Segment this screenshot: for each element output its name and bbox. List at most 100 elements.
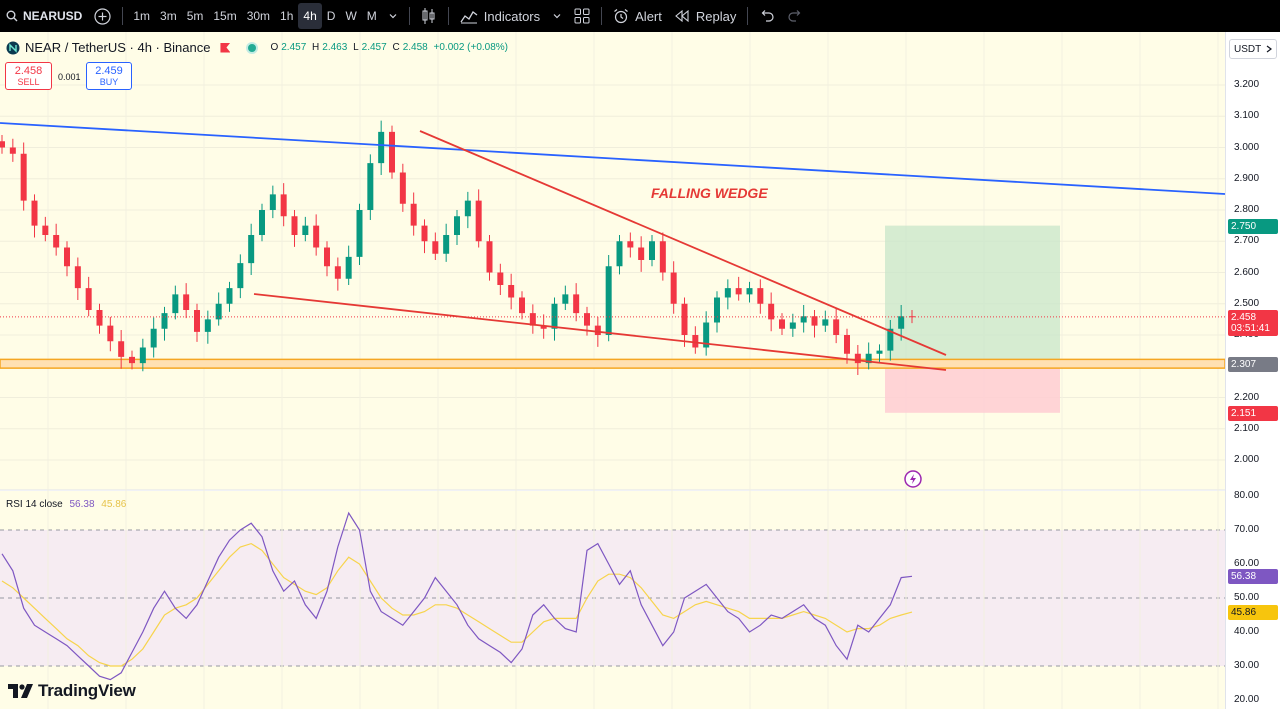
candle-body — [64, 247, 70, 267]
wedge-upper-line[interactable] — [419, 130, 947, 356]
buy-label: BUY — [99, 77, 119, 87]
candle-body — [215, 303, 222, 320]
candle-body — [714, 297, 720, 323]
top-toolbar: NEARUSD 1m 3m 5m 15m 30m 1h 4h D W M Indicators A… — [0, 0, 1280, 32]
lightning-icon[interactable] — [904, 470, 922, 488]
last-price-badge-value: 2.458 — [1231, 311, 1257, 323]
interval-dropdown-button[interactable] — [382, 0, 404, 32]
candle-body — [410, 203, 417, 226]
price-tick-label: 2.800 — [1234, 204, 1260, 215]
redo-button[interactable] — [781, 0, 809, 32]
candle-body — [313, 225, 320, 248]
candle-body — [85, 288, 92, 310]
chart-canvas[interactable]: FALLING WEDGE — [0, 32, 1225, 709]
candle-body — [638, 247, 645, 260]
redo-icon — [788, 10, 801, 22]
rsi-ma-badge: 45.86 — [1228, 605, 1278, 621]
alert-button[interactable]: Alert — [607, 0, 668, 32]
long-position-target-zone[interactable] — [885, 225, 1060, 365]
support-zone-band[interactable] — [0, 358, 1225, 369]
rsi-title: RSI 14 close — [6, 499, 63, 510]
rsi-tick-label: 70.00 — [1234, 524, 1260, 535]
candle-body — [789, 322, 796, 329]
candle-body — [464, 200, 471, 217]
candle-body — [649, 241, 655, 260]
sell-price: 2.458 — [14, 65, 43, 77]
symbol-search[interactable]: NEARUSD — [0, 0, 88, 32]
low-value: 2.457 — [361, 42, 387, 53]
replay-label: Replay — [695, 8, 737, 24]
indicators-dropdown-button[interactable] — [546, 0, 568, 32]
compare-symbol-button[interactable] — [88, 0, 117, 32]
candle-body — [269, 194, 276, 210]
undo-button[interactable] — [753, 0, 781, 32]
layouts-button[interactable] — [568, 0, 596, 32]
rsi-ma-badge-value: 45.86 — [1231, 607, 1257, 619]
currency-label: USDT — [1234, 43, 1262, 55]
tradingview-logo[interactable]: TradingView — [8, 681, 136, 701]
candle-body — [616, 241, 623, 267]
candle-body — [107, 325, 114, 342]
candle-body — [768, 303, 775, 320]
close-label: C — [392, 42, 400, 53]
interval-w-button[interactable]: W — [345, 9, 357, 23]
indicators-button[interactable]: Indicators — [454, 0, 546, 32]
candle-body — [735, 288, 742, 295]
candle-body — [508, 285, 515, 298]
candle-body — [280, 194, 287, 217]
interval-4h-button[interactable]: 4h — [298, 3, 322, 29]
tradingview-logo-icon — [8, 684, 33, 698]
candle-body — [248, 235, 255, 264]
currency-selector[interactable]: USDT — [1229, 39, 1277, 59]
interval-1m-button[interactable]: 1m — [133, 9, 151, 23]
falling-wedge-annotation[interactable]: FALLING WEDGE — [651, 185, 768, 201]
candle-body — [800, 316, 807, 323]
buy-button[interactable]: 2.459 BUY — [86, 62, 132, 90]
candle-body — [562, 294, 569, 304]
ohlc-values: O 2.457 H 2.463 L 2.457 C 2.458 +0.002 (+0.0… — [270, 42, 511, 53]
interval-group: 1m 3m 5m 15m 30m 1h 4h D W M — [128, 0, 381, 32]
candle-body — [161, 313, 168, 329]
chart-type-button[interactable] — [415, 0, 443, 32]
rsi-legend[interactable]: RSI 14 close 56.38 45.86 — [6, 499, 126, 510]
interval-30m-button[interactable]: 30m — [246, 9, 271, 23]
candle-body — [475, 200, 482, 242]
price-tick-label: 2.000 — [1234, 454, 1260, 465]
candle-body — [226, 288, 233, 304]
interval-15m-button[interactable]: 15m — [213, 9, 237, 23]
symbol-title[interactable]: NEAR / TetherUS · 4h · Binance — [25, 40, 211, 55]
rsi-ma-line — [1, 542, 913, 667]
grid-icon — [574, 8, 590, 24]
interval-m-button[interactable]: M — [366, 9, 377, 23]
interval-d-button[interactable]: D — [326, 9, 336, 23]
stop-price-badge-value: 2.151 — [1231, 407, 1257, 419]
candle-body — [692, 335, 699, 348]
wedge-lower-line[interactable] — [253, 293, 947, 371]
toolbar-divider — [122, 7, 124, 25]
candle-body — [670, 272, 677, 304]
interval-3m-button[interactable]: 3m — [160, 9, 177, 23]
rewind-icon — [675, 10, 689, 22]
spread-value: 0.001 — [58, 72, 81, 82]
candle-body — [519, 297, 525, 314]
price-axis[interactable]: 3.200 3.100 3.000 2.900 2.800 2.700 2.600 2.500… — [1225, 32, 1280, 709]
change-value: +0.002 (+0.08%) — [433, 42, 509, 53]
sell-button[interactable]: 2.458 SELL — [5, 62, 52, 90]
upper-resistance-trendline[interactable] — [0, 122, 1225, 195]
rsi-tick-label: 60.00 — [1234, 558, 1260, 569]
candle-body — [399, 172, 406, 204]
replay-button[interactable]: Replay — [668, 0, 742, 32]
candle-body — [833, 319, 840, 335]
candle-body — [529, 313, 536, 326]
price-tick-label: 2.900 — [1234, 172, 1260, 184]
flag-icon[interactable] — [220, 42, 231, 53]
stop-price-badge: 2.151 — [1228, 405, 1278, 421]
rsi-tick-label: 80.00 — [1234, 490, 1260, 501]
long-position-stop-zone[interactable] — [885, 364, 1060, 413]
candle-body — [887, 328, 894, 351]
interval-5m-button[interactable]: 5m — [186, 9, 204, 23]
candle-body — [454, 216, 460, 235]
market-status-icon — [248, 43, 257, 52]
rsi-tick-label: 30.00 — [1234, 660, 1260, 671]
interval-1h-button[interactable]: 1h — [280, 9, 294, 23]
